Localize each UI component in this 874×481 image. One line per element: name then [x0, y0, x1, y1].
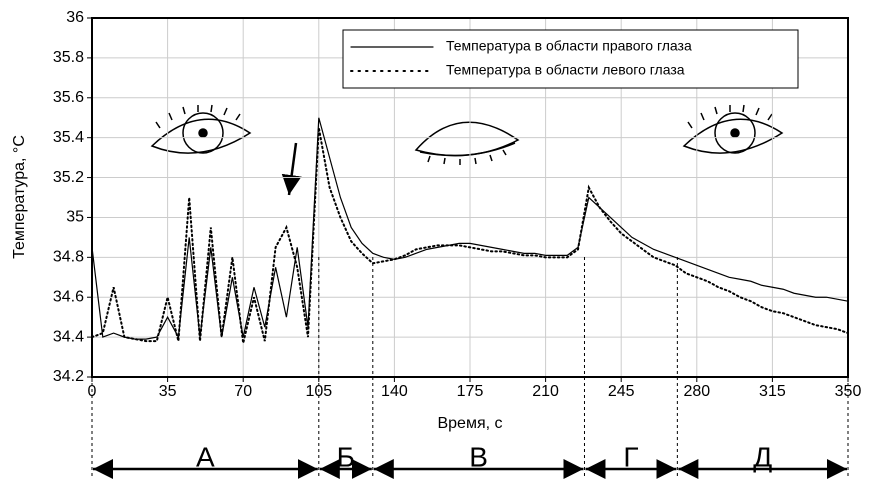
phase-label: Б: [337, 441, 355, 472]
y-tick-label: 35.2: [53, 169, 84, 186]
phase-label: Д: [753, 441, 772, 472]
series-line: [91, 127, 849, 344]
x-tick-label: 280: [683, 383, 710, 400]
legend-label: Температура в области левого глаза: [446, 62, 685, 78]
y-tick-label: 35.6: [53, 89, 84, 106]
y-tick-label: 36: [66, 9, 84, 26]
y-tick-label: 34.2: [53, 368, 84, 385]
phase-label: В: [469, 441, 488, 472]
legend-label: Температура в области правого глаза: [446, 38, 692, 54]
x-tick-label: 140: [381, 383, 408, 400]
x-tick-label: 245: [608, 383, 635, 400]
closed-eye-icon: [414, 121, 520, 165]
y-tick-label: 35: [66, 209, 84, 226]
y-tick-label: 34.4: [53, 328, 84, 345]
plot-frame: [91, 17, 849, 378]
pointer-arrow: [281, 142, 302, 196]
x-axis-label: Время, с: [437, 415, 502, 432]
x-tick-label: 35: [159, 383, 177, 400]
y-tick-label: 35.4: [53, 129, 84, 146]
y-tick-label: 34.8: [53, 249, 84, 266]
y-axis-label: Температура, °C: [11, 135, 28, 259]
open-eye-icon: [150, 104, 252, 154]
x-tick-label: 315: [759, 383, 786, 400]
x-tick-label: 70: [234, 383, 252, 400]
open-eye-icon: [682, 104, 784, 154]
y-tick-label: 34.6: [53, 288, 84, 305]
phase-label: А: [196, 441, 215, 472]
y-tick-label: 35.8: [53, 49, 84, 66]
legend-box: [342, 29, 799, 89]
phase-label: Г: [623, 441, 638, 472]
x-tick-label: 175: [457, 383, 484, 400]
x-tick-label: 210: [532, 383, 559, 400]
